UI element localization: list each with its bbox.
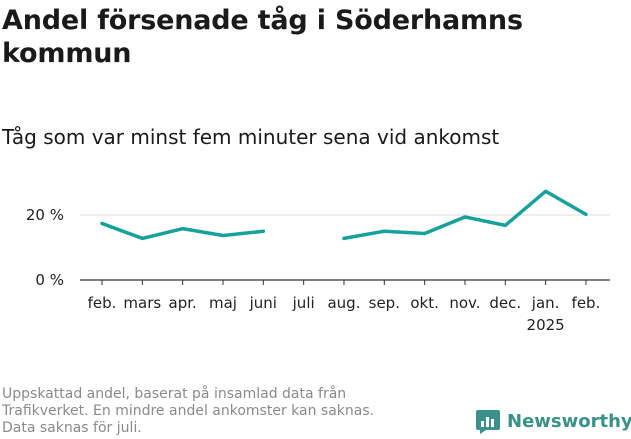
line-chart: 0 % 20 % feb. mars apr. maj juni juli aug. sep. ok… bbox=[26, 189, 610, 334]
data-point bbox=[140, 236, 144, 240]
x-tick-label: nov. bbox=[449, 294, 480, 312]
x-year-label: 2025 bbox=[527, 316, 565, 334]
axis-layer: 0 % 20 % feb. mars apr. maj juni juli aug. sep. ok… bbox=[26, 206, 610, 334]
y-tick-label: 0 % bbox=[35, 271, 64, 289]
data-point bbox=[342, 236, 346, 240]
data-point bbox=[463, 215, 467, 219]
footnote-line-2: Trafikverket. En mindre andel ankomster … bbox=[2, 403, 375, 419]
footnote-line-3: Data saknas för juli. bbox=[2, 420, 142, 436]
chart-subtitle: Tåg som var minst fem minuter sena vid a… bbox=[2, 125, 500, 149]
data-point bbox=[382, 229, 386, 233]
footnote: Uppskattad andel, baserat på insamlad da… bbox=[2, 386, 374, 437]
x-tick-label: feb. bbox=[88, 294, 117, 312]
x-tick-label: juni bbox=[249, 294, 277, 312]
series-layer bbox=[100, 189, 588, 241]
data-point bbox=[181, 227, 185, 231]
data-point bbox=[584, 212, 588, 216]
x-tick-label: jan. bbox=[531, 294, 560, 312]
data-point bbox=[503, 223, 507, 227]
brand-name: Newsworthy bbox=[507, 410, 631, 432]
x-tick-label: mars bbox=[123, 294, 161, 312]
x-tick-label: maj bbox=[209, 294, 237, 312]
x-tick-label: dec. bbox=[489, 294, 521, 312]
x-tick-label: okt. bbox=[410, 294, 439, 312]
x-tick-label: aug. bbox=[327, 294, 360, 312]
x-tick-label: sep. bbox=[369, 294, 400, 312]
x-tick-label: juli bbox=[292, 294, 315, 312]
data-point bbox=[544, 189, 548, 193]
chart-title: Andel försenade tåg i Söderhamns kommun bbox=[2, 5, 523, 69]
newsworthy-icon bbox=[476, 410, 500, 434]
x-tick-label: feb. bbox=[572, 294, 601, 312]
newsworthy-logo: Newsworthy bbox=[475, 408, 631, 434]
footnote-line-1: Uppskattad andel, baserat på insamlad da… bbox=[2, 386, 347, 402]
data-point bbox=[261, 229, 265, 233]
data-point bbox=[221, 233, 225, 237]
data-point bbox=[423, 232, 427, 236]
x-tick-label: apr. bbox=[169, 294, 197, 312]
y-tick-label: 20 % bbox=[26, 206, 64, 224]
series-line bbox=[100, 221, 266, 241]
data-point bbox=[100, 221, 104, 225]
